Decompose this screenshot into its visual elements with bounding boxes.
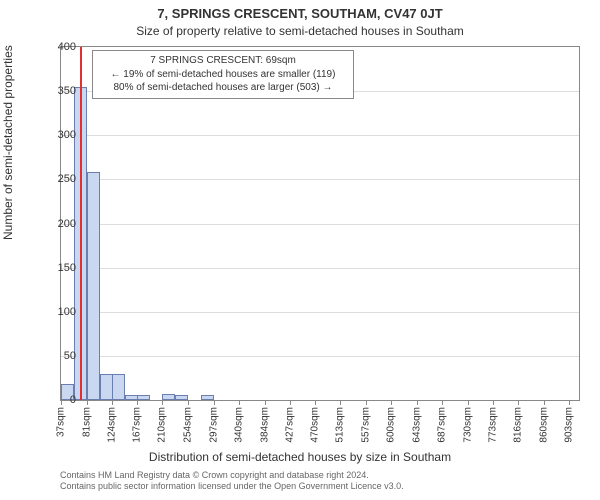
x-tick-mark [493,400,494,405]
x-tick-mark [239,400,240,405]
x-tick-label: 860sqm [538,407,549,443]
x-tick-mark [340,400,341,405]
x-tick-mark [162,400,163,405]
x-tick-mark [544,400,545,405]
chart-container: 7, SPRINGS CRESCENT, SOUTHAM, CV47 0JT S… [0,0,600,500]
x-tick-label: 210sqm [157,407,168,443]
chart-subtitle: Size of property relative to semi-detach… [0,24,600,38]
x-tick-mark [188,400,189,405]
y-axis-label: Number of semi-detached properties [1,45,15,240]
annotation-line: 80% of semi-detached houses are larger (… [99,81,347,95]
y-tick-label: 400 [36,41,76,53]
annotation-line: ← 19% of semi-detached houses are smalle… [99,68,347,82]
x-tick-mark [112,400,113,405]
histogram-bar [125,395,138,400]
y-tick-label: 300 [36,129,76,141]
x-tick-mark [366,400,367,405]
x-tick-label: 643sqm [411,407,422,443]
x-tick-label: 297sqm [208,407,219,443]
x-tick-mark [442,400,443,405]
gridline [61,135,579,136]
x-tick-label: 427sqm [284,407,295,443]
x-tick-mark [569,400,570,405]
y-tick-label: 100 [36,306,76,318]
x-tick-mark [87,400,88,405]
x-tick-label: 340sqm [233,407,244,443]
x-tick-label: 384sqm [259,407,270,443]
x-axis-label: Distribution of semi-detached houses by … [0,450,600,464]
histogram-bar [112,374,125,400]
x-tick-mark [391,400,392,405]
histogram-bar [100,374,113,400]
gridline [61,179,579,180]
x-tick-label: 687sqm [437,407,448,443]
plot-area [60,46,580,401]
histogram-bar [137,395,150,400]
x-tick-mark [265,400,266,405]
x-tick-label: 167sqm [132,407,143,443]
x-tick-mark [518,400,519,405]
x-tick-label: 124sqm [107,407,118,443]
annotation-box: 7 SPRINGS CRESCENT: 69sqm← 19% of semi-d… [92,50,354,99]
attribution: Contains HM Land Registry data © Crown c… [60,470,404,493]
x-tick-label: 600sqm [386,407,397,443]
x-tick-mark [417,400,418,405]
x-tick-label: 470sqm [310,407,321,443]
y-tick-label: 0 [36,394,76,406]
gridline [61,224,579,225]
highlight-line [80,47,82,400]
attribution-line: Contains HM Land Registry data © Crown c… [60,470,404,481]
x-tick-mark [214,400,215,405]
histogram-bar [162,394,175,400]
x-tick-label: 81sqm [81,407,92,437]
attribution-line: Contains public sector information licen… [60,481,404,492]
x-tick-label: 254sqm [183,407,194,443]
x-tick-mark [315,400,316,405]
x-tick-label: 557sqm [361,407,372,443]
y-tick-label: 250 [36,173,76,185]
x-tick-mark [468,400,469,405]
annotation-line: 7 SPRINGS CRESCENT: 69sqm [99,54,347,68]
gridline [61,356,579,357]
gridline [61,312,579,313]
y-tick-label: 150 [36,262,76,274]
histogram-bar [201,395,214,400]
x-tick-mark [290,400,291,405]
y-tick-label: 50 [36,350,76,362]
gridline [61,268,579,269]
x-tick-label: 903sqm [564,407,575,443]
histogram-bar [175,395,188,400]
x-tick-label: 730sqm [462,407,473,443]
histogram-bar [87,172,100,400]
y-tick-label: 200 [36,218,76,230]
x-tick-label: 773sqm [487,407,498,443]
y-tick-label: 350 [36,85,76,97]
x-tick-label: 37sqm [56,407,67,437]
chart-title: 7, SPRINGS CRESCENT, SOUTHAM, CV47 0JT [0,6,600,21]
x-tick-mark [137,400,138,405]
x-tick-label: 816sqm [512,407,523,443]
x-tick-label: 513sqm [335,407,346,443]
